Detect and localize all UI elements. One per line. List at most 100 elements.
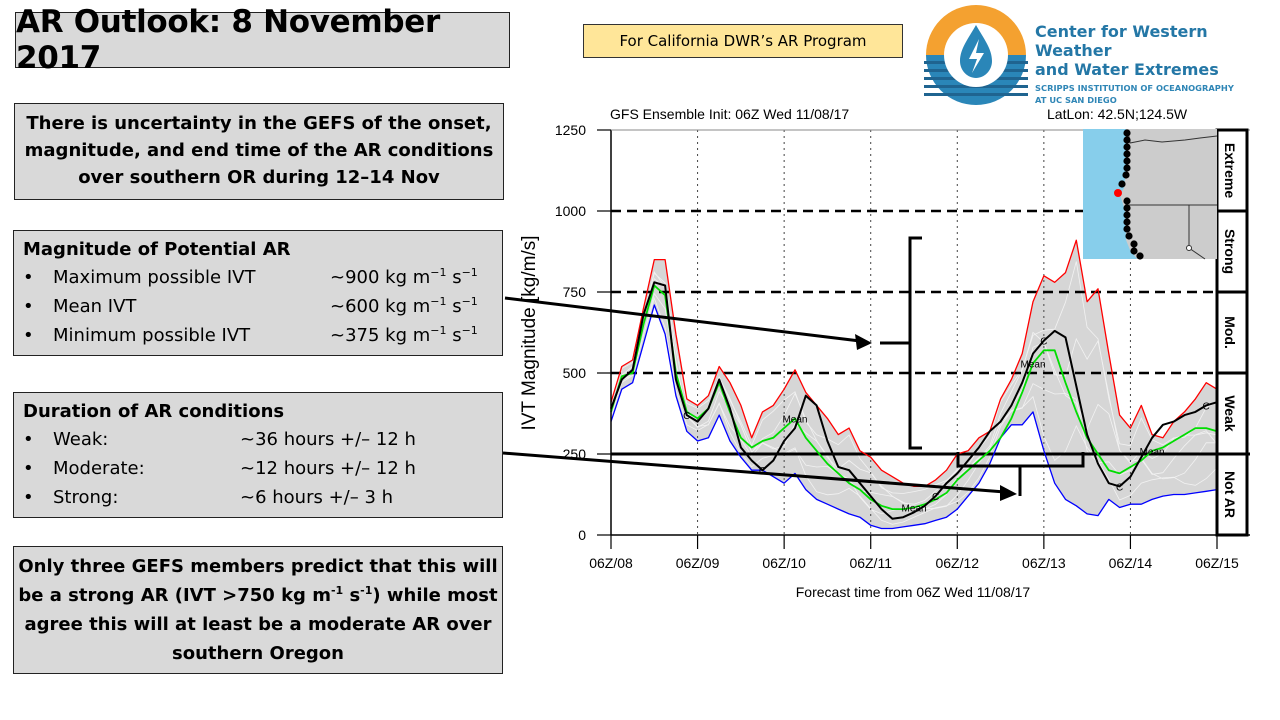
note-line: Only three GEFS members predict that thi…	[18, 556, 498, 577]
coast-point	[1136, 252, 1144, 260]
magnitude-label: Maximum possible IVT	[53, 267, 256, 288]
category-label-notar: Not AR	[1222, 471, 1238, 518]
coast-point	[1123, 164, 1131, 172]
inset-map-border	[1127, 130, 1218, 144]
coast-point	[1125, 232, 1133, 240]
magnitude-arrow	[504, 296, 861, 343]
magnitude-item: • Maximum possible IVT ~900 kg m−1 s−1	[23, 263, 502, 292]
duration-value: ~6 hours +/– 3 h	[240, 487, 394, 508]
category-label-strong: Strong	[1222, 229, 1238, 274]
summary-line: magnitude, and end time of the AR condit…	[24, 140, 494, 161]
series-inline-label: Mean	[1021, 359, 1046, 370]
arrowhead-icon	[1000, 485, 1017, 501]
duration-label: Weak:	[53, 429, 109, 450]
note-line: southern Oregon	[172, 643, 344, 664]
duration-arrow	[502, 451, 1006, 494]
x-tick-label: 06Z/12	[935, 555, 979, 571]
coast-point	[1123, 197, 1131, 205]
duration-box: Duration of AR conditions • Weak: ~36 ho…	[13, 392, 503, 518]
y-tick-label: 0	[578, 527, 586, 543]
chart-title-right: LatLon: 42.5N;124.5W	[1047, 106, 1188, 122]
series-inline-label: Mean	[901, 503, 926, 514]
coast-point	[1123, 211, 1131, 219]
duration-heading: Duration of AR conditions	[23, 401, 285, 422]
coast-point	[1123, 143, 1131, 151]
bullet-icon: •	[23, 325, 34, 346]
inset-map	[1083, 129, 1218, 260]
coast-point	[1123, 150, 1131, 158]
summary-line: There is uncertainty in the GEFS of the …	[26, 113, 492, 134]
series-inline-label: C	[1203, 401, 1210, 412]
program-label-box: For California DWR’s AR Program	[583, 24, 903, 58]
category-label-extreme: Extreme	[1222, 143, 1238, 198]
x-axis-label: Forecast time from 06Z Wed 11/08/17	[796, 584, 1031, 600]
series-inline-label: Mean	[782, 414, 807, 425]
magnitude-value: ~600 kg m−1 s−1	[330, 295, 478, 317]
series-inline-label: C	[932, 492, 939, 503]
x-tick-label: 06Z/09	[676, 555, 720, 571]
coast-point	[1118, 180, 1126, 188]
x-tick-label: 06Z/08	[589, 555, 633, 571]
org-sub-line: SCRIPPS INSTITUTION OF OCEANOGRAPHY	[1035, 83, 1234, 93]
magnitude-heading: Magnitude of Potential AR	[23, 239, 291, 260]
magnitude-label: Minimum possible IVT	[53, 325, 251, 346]
duration-item: • Moderate: ~12 hours +/– 12 h	[23, 454, 502, 483]
cw3e-logo-icon	[924, 5, 1028, 105]
inset-map-lake	[1186, 245, 1192, 251]
annotation-layer	[502, 236, 1085, 501]
ensemble-member-line	[610, 261, 1218, 494]
inset-map-selected-point	[1114, 189, 1122, 197]
series-line-control	[610, 281, 1218, 520]
bullet-icon: •	[23, 487, 34, 508]
duration-value: ~36 hours +/– 12 h	[240, 429, 416, 450]
duration-item: • Strong: ~6 hours +/– 3 h	[23, 483, 502, 512]
category-label-mod: Mod.	[1222, 316, 1238, 349]
coast-point	[1130, 247, 1138, 255]
coast-point	[1123, 157, 1131, 165]
series-inline-label: C	[1040, 337, 1047, 348]
series-line-ensemble-min	[610, 304, 1218, 530]
magnitude-box: Magnitude of Potential AR • Maximum poss…	[13, 230, 503, 356]
org-name-line: Center for Western Weather	[1035, 22, 1208, 60]
slide-title-box: AR Outlook: 8 November 2017	[15, 4, 510, 76]
summary-line: over southern OR during 12–14 Nov	[78, 167, 440, 188]
coast-point	[1122, 171, 1130, 179]
coast-point	[1130, 240, 1138, 248]
bullet-icon: •	[23, 296, 34, 317]
bullet-icon: •	[23, 458, 34, 479]
x-tick-label: 06Z/10	[762, 555, 806, 571]
magnitude-bracket	[880, 236, 922, 450]
coast-point	[1123, 218, 1131, 226]
bottom-note-box: Only three GEFS members predict that thi…	[13, 546, 503, 674]
series-inline-label: C	[683, 411, 690, 422]
summary-box: There is uncertainty in the GEFS of the …	[14, 103, 504, 200]
duration-item: • Weak: ~36 hours +/– 12 h	[23, 425, 502, 454]
lightning-icon	[969, 39, 984, 73]
y-tick-label: 1000	[555, 203, 586, 219]
category-label-weak: Weak	[1222, 395, 1238, 432]
y-axis-label: IVT Magnitude [kg/m/s]	[519, 235, 540, 430]
magnitude-item: • Mean IVT ~600 kg m−1 s−1	[23, 292, 502, 321]
chart-title-left: GFS Ensemble Init: 06Z Wed 11/08/17	[610, 106, 849, 122]
y-tick-label: 500	[563, 365, 587, 381]
duration-bracket	[956, 452, 1085, 496]
coast-point	[1123, 129, 1131, 137]
duration-value: ~12 hours +/– 12 h	[240, 458, 416, 479]
magnitude-item: • Minimum possible IVT ~375 kg m−1 s−1	[23, 321, 502, 350]
y-tick-label: 1250	[555, 122, 586, 138]
y-tick-label: 750	[563, 284, 587, 300]
org-name-block: Center for Western Weather and Water Ext…	[1035, 22, 1280, 106]
magnitude-value: ~900 kg m−1 s−1	[330, 266, 478, 288]
magnitude-value: ~375 kg m−1 s−1	[330, 324, 478, 346]
bullet-icon: •	[23, 429, 34, 450]
slide-title: AR Outlook: 8 November 2017	[16, 4, 440, 76]
category-labels-layer: Not AR Weak Mod. Strong Extreme	[1215, 128, 1249, 537]
x-tick-label: 06Z/15	[1195, 555, 1239, 571]
series-inline-label: C	[1116, 482, 1123, 493]
inset-map-coast-points	[1118, 129, 1144, 260]
coast-point	[1123, 225, 1131, 233]
ensemble-spread-layer	[611, 240, 1217, 529]
bullet-icon: •	[23, 267, 34, 288]
duration-label: Strong:	[53, 487, 119, 508]
